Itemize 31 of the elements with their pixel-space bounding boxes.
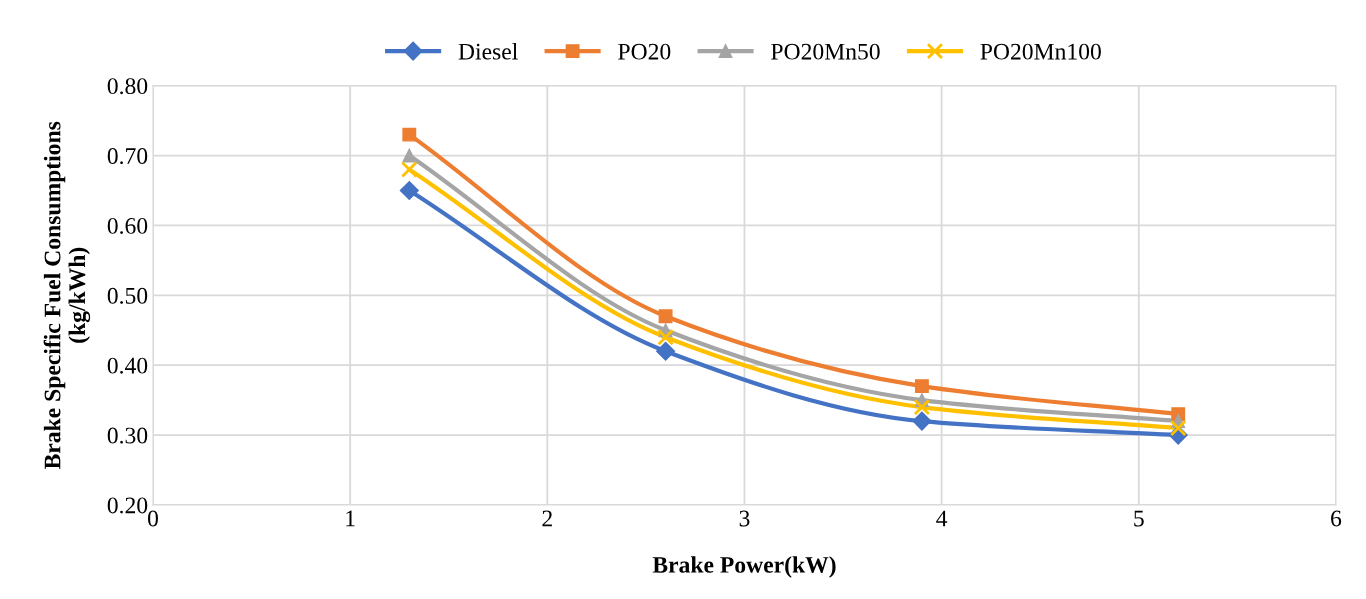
point	[658, 309, 673, 324]
legend-label: PO20Mn50	[771, 43, 880, 60]
point	[402, 127, 417, 142]
y-tick-label: 0.40	[107, 357, 148, 374]
point	[402, 148, 417, 163]
point	[657, 328, 674, 346]
x-tick-label: 0	[147, 510, 158, 527]
y-tick-label: 0.70	[107, 148, 148, 165]
x-axis-title: Brake Power(kW)	[652, 556, 836, 578]
x-tick-label: 6	[1331, 510, 1342, 527]
x-tick-label: 4	[936, 510, 948, 527]
point	[913, 398, 931, 416]
x-tick-label: 1	[346, 510, 355, 527]
x-tick-label: 3	[739, 510, 750, 527]
x-tick-label: 5	[1134, 510, 1144, 527]
y-tick-label: 0.80	[107, 78, 148, 95]
y-tick-label: 0.20	[107, 497, 148, 514]
point	[1169, 419, 1187, 437]
y-tick-label: 0.50	[107, 287, 148, 304]
legend-label: Diesel	[458, 42, 518, 60]
legend-label: PO20	[618, 43, 671, 60]
point	[400, 161, 418, 178]
y-axis-title: Brake Specific Fuel Consumptions (kg/kWh)	[43, 121, 91, 470]
point	[399, 180, 419, 201]
point	[914, 379, 929, 394]
y-tick-label: 0.60	[107, 217, 148, 234]
legend-label: PO20Mn100	[980, 43, 1101, 60]
y-tick-label: 0.30	[107, 427, 148, 444]
x-tick-label: 2	[542, 510, 552, 527]
point	[656, 341, 676, 361]
point	[912, 411, 932, 431]
